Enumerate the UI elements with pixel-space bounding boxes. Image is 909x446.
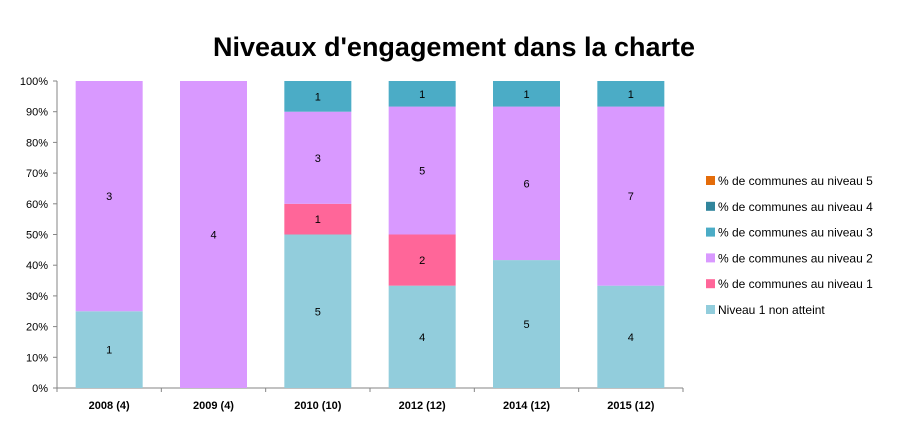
legend: % de communes au niveau 5 % de communes a… xyxy=(706,174,873,317)
bar-segment xyxy=(493,260,560,388)
bar-segment xyxy=(388,106,456,235)
x-tick-label: 2015 (12) xyxy=(607,400,654,412)
data-label: 7 xyxy=(628,191,634,203)
x-tick-label: 2008 (4) xyxy=(89,400,130,412)
data-label: 3 xyxy=(106,191,112,203)
plot-area: 0% 10% 20% 30% 40% 50% 60% 70% 80% 90% 100% 1 3 2008 … xyxy=(20,76,684,412)
legend-swatch xyxy=(706,201,715,211)
data-label: 1 xyxy=(419,89,425,101)
legend-label: % de communes au niveau 1 xyxy=(718,277,873,291)
legend-label: % de communes au niveau 2 xyxy=(718,251,873,265)
bar-segment xyxy=(180,81,247,388)
data-label: 1 xyxy=(315,214,321,226)
bar-segment xyxy=(597,81,665,107)
chart-title: Niveaux d'engagement dans la charte xyxy=(213,32,695,62)
y-tick-label: 30% xyxy=(26,291,48,303)
data-label: 6 xyxy=(523,178,529,190)
y-tick-label: 40% xyxy=(26,260,48,272)
legend-label: Niveau 1 non atteint xyxy=(718,303,825,317)
x-tick-label: 2014 (12) xyxy=(503,400,550,412)
bar-segment xyxy=(493,81,560,107)
legend-label: % de communes au niveau 4 xyxy=(718,200,873,214)
y-tick-label: 60% xyxy=(26,199,48,211)
legend-label: % de communes au niveau 5 xyxy=(718,174,873,188)
bar-segment xyxy=(284,81,352,112)
data-label: 1 xyxy=(315,91,321,103)
data-label: 4 xyxy=(419,332,425,344)
x-tick-label: 2012 (12) xyxy=(399,400,446,412)
y-tick-label: 20% xyxy=(26,322,48,334)
y-tick-label: 50% xyxy=(26,230,48,242)
y-tick-label: 10% xyxy=(26,352,48,364)
bar-segment xyxy=(284,234,352,388)
y-tick-label: 80% xyxy=(26,137,48,149)
data-label: 3 xyxy=(315,153,321,165)
data-label: 5 xyxy=(315,306,321,318)
data-label: 4 xyxy=(628,332,634,344)
y-tick-label: 100% xyxy=(20,76,48,88)
data-label: 2 xyxy=(419,255,425,267)
bar-segment xyxy=(493,106,560,261)
legend-swatch xyxy=(706,279,715,289)
legend-swatch xyxy=(706,305,715,314)
y-tick-label: 90% xyxy=(26,107,48,119)
bar-segment xyxy=(388,81,456,107)
bar-segment xyxy=(284,111,352,204)
bar-segment xyxy=(75,81,143,312)
legend-swatch xyxy=(706,176,715,185)
data-label: 4 xyxy=(210,230,216,242)
x-tick-label: 2010 (10) xyxy=(294,400,341,412)
y-tick-label: 0% xyxy=(32,383,48,395)
data-label: 1 xyxy=(523,89,529,101)
data-label: 1 xyxy=(106,345,112,357)
data-label: 5 xyxy=(523,319,529,331)
legend-swatch xyxy=(706,253,715,263)
bar-segment xyxy=(284,203,352,235)
bar-segment xyxy=(597,106,665,286)
data-label: 1 xyxy=(628,89,634,101)
bar-segment xyxy=(597,285,665,388)
legend-swatch xyxy=(706,227,715,237)
y-tick-label: 70% xyxy=(26,168,48,180)
legend-label: % de communes au niveau 3 xyxy=(718,226,873,240)
data-label: 5 xyxy=(419,166,425,178)
bar-segment xyxy=(388,234,456,286)
bar-segment xyxy=(388,285,456,388)
x-tick-label: 2009 (4) xyxy=(193,400,234,412)
bar-segment xyxy=(75,311,143,388)
